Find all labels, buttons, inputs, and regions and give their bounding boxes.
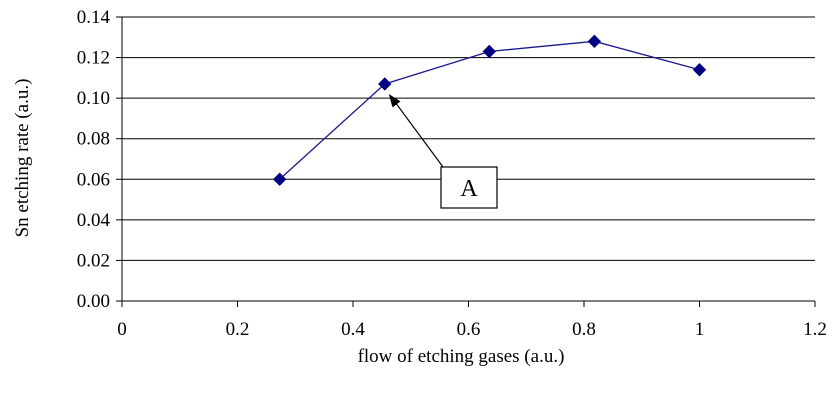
y-tick-label-7: 0.14 [77, 7, 111, 28]
y-tick-label-6: 0.12 [77, 48, 110, 69]
x-tick-labels: 0 0.2 0.4 0.6 0.8 1 1.2 [117, 319, 827, 340]
y-tick-label-3: 0.06 [77, 169, 110, 190]
x-tick-label-0: 0 [117, 319, 127, 340]
data-point-3 [587, 34, 602, 49]
y-tick-label-5: 0.10 [77, 88, 110, 109]
y-tick-label-0: 0.00 [77, 291, 110, 312]
y-tick-labels: 0.00 0.02 0.04 0.06 0.08 0.10 0.12 0.14 [77, 7, 111, 312]
annotation-arrowhead [388, 93, 401, 108]
y-tick-label-1: 0.02 [77, 250, 110, 271]
data-point-4 [692, 63, 707, 77]
data-point-1 [378, 77, 392, 91]
y-tick-label-2: 0.04 [77, 210, 111, 231]
annotation-box [440, 166, 498, 209]
data-point-2 [482, 44, 496, 59]
data-series [272, 34, 707, 186]
x-tick-label-2: 0.4 [341, 319, 365, 340]
y-tick-label-4: 0.08 [77, 129, 110, 150]
data-point-0 [272, 172, 287, 186]
y-axis-title: Sn etching rate (a.u.) [12, 79, 33, 238]
x-tick-label-6: 1.2 [803, 319, 827, 340]
gridlines [122, 16, 815, 261]
x-tick-label-4: 0.8 [572, 319, 596, 340]
axes [116, 16, 816, 307]
series-line-0 [279, 40, 700, 180]
annotation-arrow-line [392, 98, 444, 168]
x-tick-label-1: 0.2 [226, 319, 250, 340]
x-axis-title: flow of etching gases (a.u.) [358, 346, 565, 367]
x-tick-label-5: 1 [695, 319, 705, 340]
annotation-label: A [460, 176, 478, 202]
x-tick-label-3: 0.6 [457, 319, 481, 340]
annotation: A [388, 93, 498, 209]
